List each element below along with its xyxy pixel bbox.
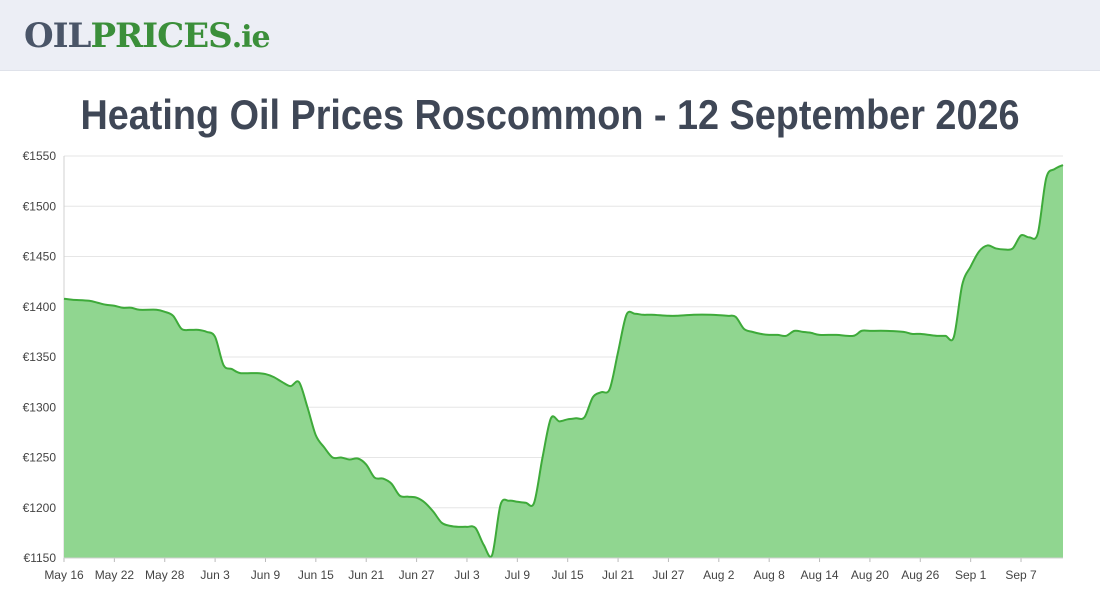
y-tick-label: €1250	[23, 451, 57, 465]
logo-oil-text: OIL	[24, 16, 91, 56]
x-tick-label: Aug 20	[851, 568, 889, 582]
series-area	[64, 165, 1063, 559]
y-tick-label: €1450	[23, 250, 57, 264]
x-tick-label: Aug 2	[703, 568, 735, 582]
x-tick-label: Jul 15	[552, 568, 584, 582]
x-tick-label: May 22	[95, 568, 135, 582]
x-tick-label: May 16	[44, 568, 84, 582]
site-logo[interactable]: OILPRICES.ie	[24, 14, 271, 60]
x-tick-label: Sep 7	[1005, 568, 1037, 582]
x-tick-label: Jun 9	[251, 568, 281, 582]
x-tick-label: May 28	[145, 568, 185, 582]
y-tick-label: €1550	[23, 149, 57, 163]
x-tick-label: Jun 15	[298, 568, 334, 582]
y-tick-label: €1500	[23, 199, 57, 213]
x-tick-label: Aug 14	[801, 568, 839, 582]
logo-prices-text: PRICES	[90, 16, 232, 56]
x-tick-label: Jul 3	[454, 568, 480, 582]
y-tick-label: €1350	[23, 350, 57, 364]
y-tick-label: €1150	[24, 551, 57, 565]
y-tick-label: €1300	[23, 400, 57, 414]
x-tick-label: Sep 1	[955, 568, 987, 582]
x-tick-label: Aug 8	[753, 568, 785, 582]
x-tick-label: Jun 21	[348, 568, 384, 582]
x-tick-label: Jul 27	[652, 568, 684, 582]
price-area-chart: €1150 €1200 €1250 €1300 €1350 €1400 €1450 €1500…	[23, 149, 1064, 582]
page-title: Heating Oil Prices Roscommon - 12 Septem…	[80, 91, 1020, 138]
site-header: OILPRICES.ie	[0, 0, 1100, 71]
x-tick-label: Aug 26	[901, 568, 939, 582]
x-tick-label: Jun 3	[200, 568, 230, 582]
x-tick-label: Jul 21	[602, 568, 634, 582]
x-tick-label: Jul 9	[505, 568, 531, 582]
series-line	[63, 164, 1064, 558]
y-tick-label: €1400	[23, 300, 57, 314]
y-tick-label: €1200	[23, 501, 57, 515]
x-tick-label: Jun 27	[399, 568, 435, 582]
logo-tld-text: .ie	[231, 20, 271, 55]
